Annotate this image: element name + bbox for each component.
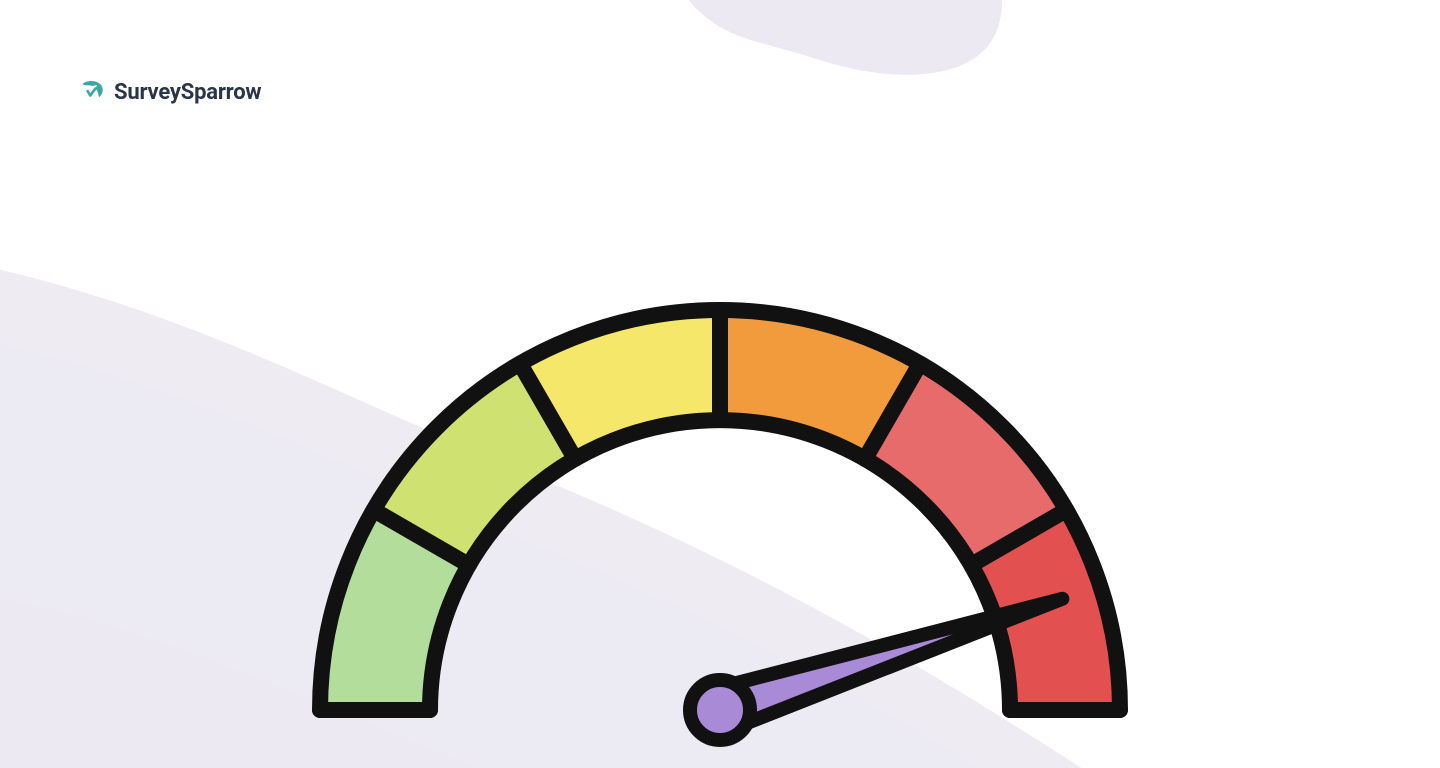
- brand-logo: SurveySparrow: [78, 78, 261, 106]
- canvas: SurveySparrow: [0, 0, 1440, 768]
- sparrow-icon: [78, 78, 106, 106]
- gauge-chart: [290, 240, 1150, 768]
- gauge-hub: [690, 680, 750, 740]
- brand-name: SurveySparrow: [114, 80, 261, 105]
